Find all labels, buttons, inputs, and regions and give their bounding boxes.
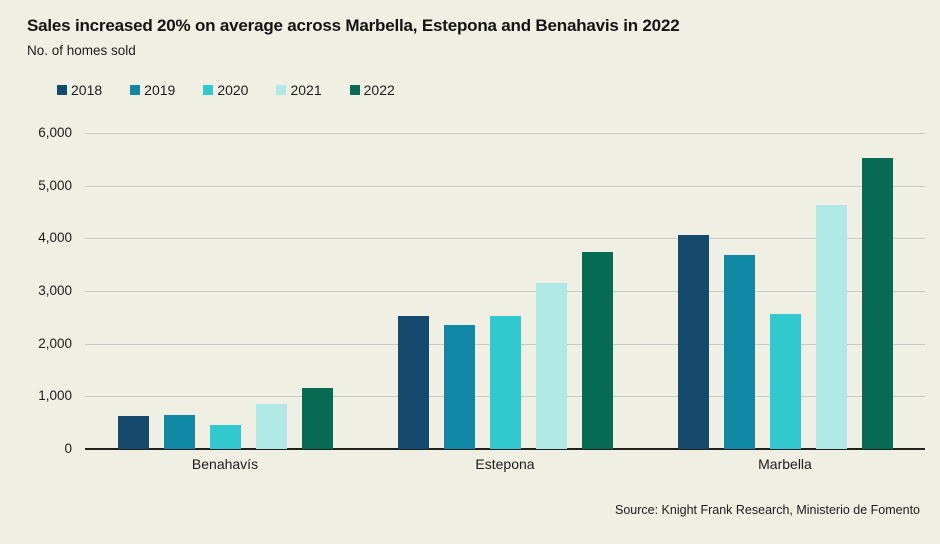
bar-group-Estepona: [365, 133, 645, 449]
legend-label-2019: 2019: [144, 82, 176, 98]
legend-label-2022: 2022: [363, 82, 395, 98]
y-tick-label-6000: 6,000: [38, 125, 72, 140]
bar-Benahavís-2018: [117, 416, 149, 449]
bar-Marbella-2019: [723, 255, 755, 449]
y-tick-label-5000: 5,000: [38, 177, 72, 193]
gridline-4000: [85, 238, 925, 240]
y-tick-label-2000: 2,000: [38, 335, 72, 351]
legend-item-2022: 2022: [349, 82, 395, 98]
legend-item-2020: 2020: [203, 82, 248, 98]
source-note: Source: Knight Frank Research, Ministeri…: [615, 503, 920, 517]
bar-Estepona-2021: [535, 283, 567, 449]
legend-swatch-2022: [349, 85, 360, 95]
bar-Estepona-2019: [443, 325, 475, 449]
x-tick-label-Benahavís: Benahavís: [191, 456, 259, 472]
x-tick-label-Estepona: Estepona: [475, 456, 535, 472]
legend-label-2018: 2018: [71, 82, 103, 98]
bar-Marbella-2020: [769, 313, 801, 449]
plot-area: [85, 133, 925, 450]
gridline-6000: [85, 133, 925, 134]
x-tick-label-Marbella: Marbella: [758, 456, 812, 472]
bar-Estepona-2018: [397, 316, 429, 449]
y-tick-label-1000: 1,000: [38, 388, 72, 404]
legend-swatch-2019: [130, 85, 141, 95]
y-tick-label-4000: 4,000: [38, 230, 72, 246]
bar-Marbella-2022: [861, 158, 893, 449]
bar-Benahavís-2021: [255, 403, 287, 449]
legend-swatch-2021: [276, 85, 287, 95]
bar-Estepona-2022: [581, 251, 613, 449]
gridline-3000: [85, 291, 925, 292]
bar-Benahavís-2022: [301, 388, 333, 449]
chart-title: Sales increased 20% on average across Ma…: [27, 16, 680, 35]
chart-subtitle: No. of homes sold: [27, 43, 136, 58]
legend-item-2021: 2021: [276, 82, 322, 98]
legend-swatch-2018: [57, 85, 67, 95]
bar-Estepona-2020: [489, 316, 521, 449]
legend-swatch-2020: [203, 85, 214, 95]
legend-item-2018: 2018: [57, 82, 102, 98]
bar-group-Benahavís: [85, 133, 365, 449]
gridline-5000: [85, 185, 925, 187]
legend-item-2019: 2019: [130, 82, 175, 98]
legend-label-2021: 2021: [290, 82, 322, 98]
bar-Benahavís-2020: [209, 425, 241, 449]
bar-group-Marbella: [645, 133, 925, 449]
bar-Marbella-2021: [815, 205, 847, 449]
bar-Benahavís-2019: [163, 415, 195, 449]
legend-label-2020: 2020: [217, 82, 249, 98]
y-tick-label-0: 0: [64, 441, 72, 456]
x-axis-line: [85, 448, 925, 450]
chart-legend: 2018 2019 2020 2021 2022: [57, 82, 395, 98]
y-tick-label-3000: 3,000: [38, 283, 72, 298]
bar-Marbella-2018: [677, 235, 709, 449]
